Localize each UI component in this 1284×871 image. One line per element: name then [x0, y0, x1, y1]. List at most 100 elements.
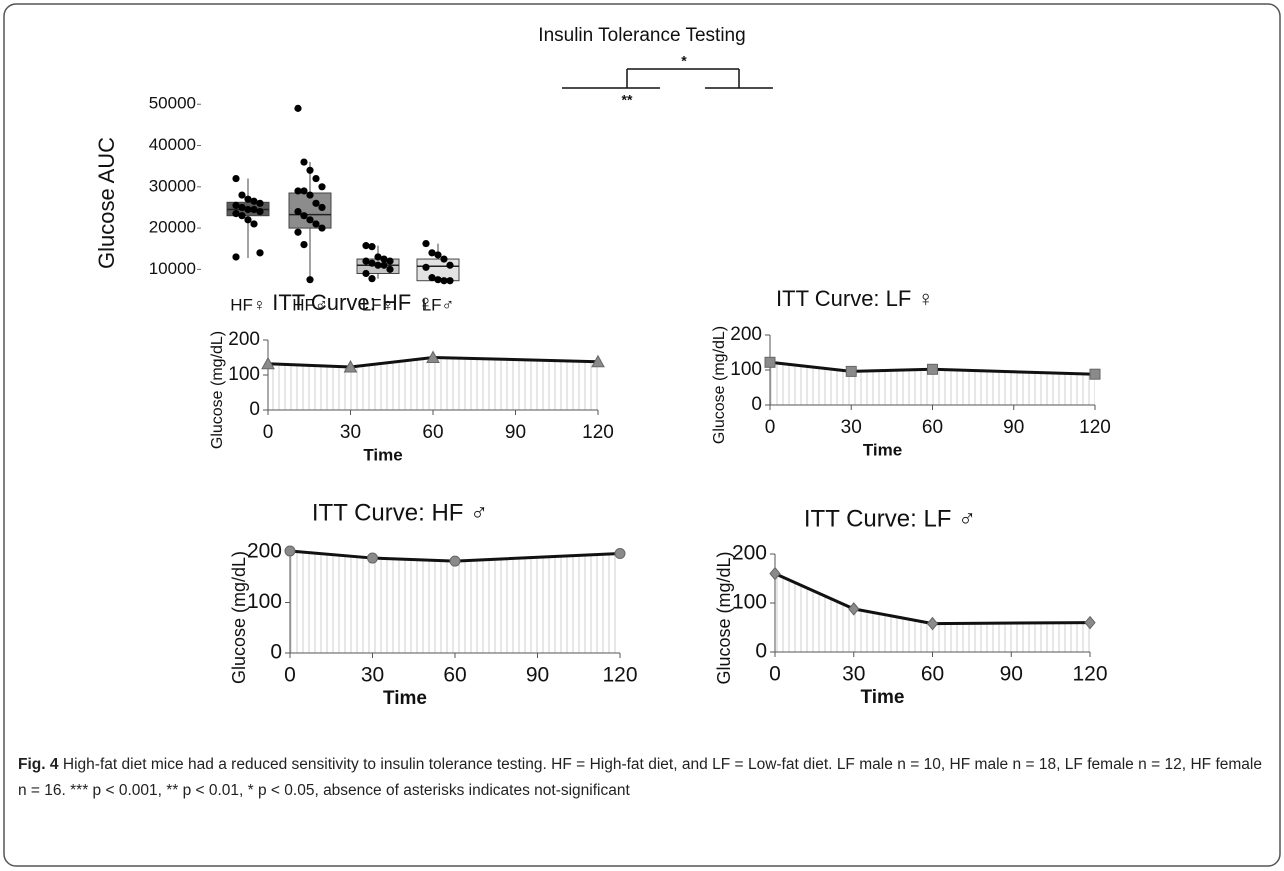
point: [440, 277, 448, 285]
point: [250, 197, 258, 205]
point: [256, 199, 264, 207]
point: [440, 255, 448, 263]
line: [774, 572, 1091, 626]
point: [256, 249, 264, 257]
point: [244, 205, 252, 214]
point: [318, 203, 326, 212]
y-tick-label: 30000: [149, 176, 196, 195]
chart-title: ITT Curve: HF ♂: [312, 499, 488, 526]
x-tick-label: 60: [922, 417, 943, 438]
y-axis-label: Glucose AUC: [94, 137, 119, 269]
point: [300, 212, 308, 220]
point: [386, 265, 394, 273]
y-tick-label: 100: [228, 364, 260, 385]
point: [232, 174, 240, 183]
line: [289, 549, 621, 563]
y-axis-label: Glucose (mg/dL): [711, 326, 728, 444]
point: [238, 203, 246, 212]
x-tick-label: 30: [841, 417, 862, 438]
x-tick-label: 120: [602, 664, 637, 687]
y-tick-label: 0: [270, 641, 282, 664]
point: [232, 253, 240, 261]
point: [374, 261, 382, 269]
point: [300, 158, 308, 166]
x-tick-label: 30: [842, 663, 865, 686]
point: [244, 216, 252, 224]
point: [306, 166, 314, 174]
x-tick-label: 30: [340, 422, 361, 443]
point: [318, 224, 326, 232]
point: [250, 220, 258, 228]
y-tick-label: 10000: [149, 259, 196, 278]
point: [446, 277, 454, 285]
point: [368, 275, 376, 283]
caption-text: High-fat diet mice had a reduced sensiti…: [18, 756, 1262, 799]
x-tick-label: 90: [1003, 417, 1024, 438]
marker: [926, 616, 939, 631]
point: [232, 210, 240, 218]
x-tick-label: 120: [1079, 417, 1111, 438]
marker: [261, 356, 275, 370]
caption: Fig. 4 High-fat diet mice had a reduced …: [18, 752, 1262, 804]
annotation: *: [681, 53, 687, 69]
y-tick-label: 100: [732, 591, 767, 614]
y-tick-label: 200: [732, 542, 767, 565]
x-tick-label: 60: [921, 663, 944, 686]
x-axis-label: Time: [383, 688, 427, 709]
marker: [343, 359, 358, 373]
marker: [426, 350, 440, 363]
line: [267, 355, 599, 369]
y-tick-label: 200: [730, 324, 762, 345]
marker: [848, 602, 860, 616]
annotation: **: [622, 92, 633, 108]
y-tick-label: 50000: [149, 94, 196, 113]
point: [428, 274, 436, 282]
x-axis-label: Time: [863, 440, 902, 459]
point: [312, 220, 320, 228]
line: [769, 360, 1096, 376]
point: [244, 195, 252, 203]
point: [386, 257, 394, 265]
point: [238, 212, 246, 220]
caption-label: Fig. 4: [18, 756, 59, 773]
significance-brackets: [562, 68, 773, 89]
marker: [769, 566, 781, 581]
y-axis-label: Glucose (mg/dL): [229, 551, 249, 684]
x-tick-label: 30: [361, 664, 384, 687]
marker: [591, 354, 605, 368]
marker: [927, 363, 938, 375]
y-tick-label: 0: [249, 399, 260, 420]
marker: [1084, 615, 1096, 630]
point: [238, 191, 246, 199]
point: [380, 261, 388, 269]
point: [434, 251, 442, 259]
point: [446, 261, 454, 269]
point: [294, 207, 302, 216]
x-tick-label: 90: [526, 664, 549, 687]
point: [306, 191, 314, 199]
point: [306, 276, 314, 284]
point: [318, 183, 326, 191]
marker: [449, 555, 461, 567]
marker: [845, 365, 857, 377]
x-tick-label: 90: [1000, 663, 1023, 686]
point: [422, 263, 430, 271]
point: [294, 187, 302, 195]
chart-title: ITT Curve: LF ♀: [776, 286, 934, 311]
point: [250, 205, 258, 214]
x-axis-label: Time: [363, 445, 402, 464]
y-tick-label: 100: [730, 359, 762, 380]
chart-title: ITT Curve: LF ♂: [804, 505, 976, 532]
chart-title: Insulin Tolerance Testing: [538, 25, 745, 46]
marker: [284, 545, 296, 557]
y-tick-label: 0: [751, 394, 762, 415]
point: [368, 243, 376, 251]
x-tick-label: HF♂: [292, 295, 327, 314]
x-tick-label: 60: [422, 422, 443, 443]
x-tick-label: LF♂: [422, 295, 455, 314]
point: [374, 253, 382, 261]
x-tick-label: 60: [443, 664, 466, 687]
x-tick-label: 90: [505, 422, 526, 443]
